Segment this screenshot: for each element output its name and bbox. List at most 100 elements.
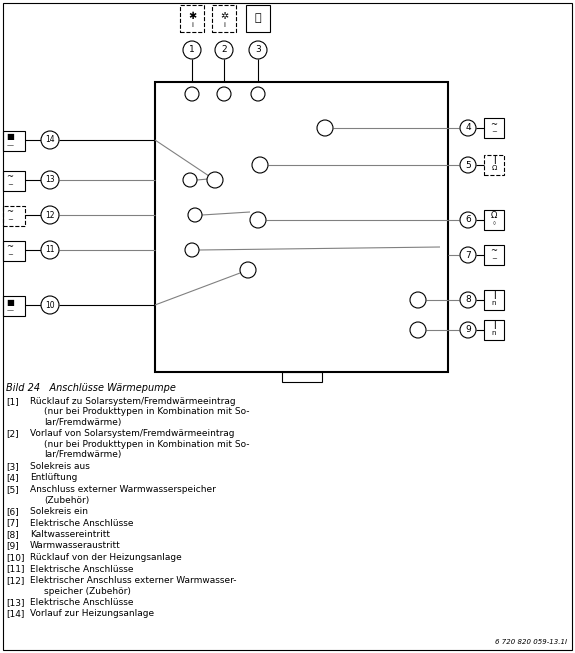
Text: ~: ~ [490, 246, 497, 255]
Bar [212, 5, 236, 32]
Circle shape [183, 41, 201, 59]
Bar [3, 296, 25, 316]
Text: [10]: [10] [6, 553, 25, 562]
Text: (nur bei Produkttypen in Kombination mit So-: (nur bei Produkttypen in Kombination mit… [44, 440, 250, 449]
Text: (nur bei Produkttypen in Kombination mit So-: (nur bei Produkttypen in Kombination mit… [44, 407, 250, 417]
Text: Ω: Ω [491, 165, 497, 171]
Text: Elektrischer Anschluss externer Warmwasser-: Elektrischer Anschluss externer Warmwass… [30, 576, 236, 585]
Text: 10: 10 [45, 300, 55, 310]
Text: 6: 6 [465, 215, 471, 225]
Circle shape [410, 322, 426, 338]
Bar [484, 118, 504, 138]
Bar [484, 290, 504, 310]
Text: lar/Fremdwärme): lar/Fremdwärme) [44, 418, 121, 427]
Text: [7]: [7] [6, 518, 19, 528]
Circle shape [252, 157, 268, 173]
Circle shape [249, 41, 267, 59]
Text: [14]: [14] [6, 609, 24, 618]
Circle shape [460, 322, 476, 338]
Bar [3, 131, 25, 151]
Text: Anschluss externer Warmwasserspeicher: Anschluss externer Warmwasserspeicher [30, 485, 216, 494]
Text: Rücklauf von der Heizungsanlage: Rücklauf von der Heizungsanlage [30, 553, 182, 562]
Circle shape [185, 87, 199, 101]
Text: 13: 13 [45, 176, 55, 185]
Text: [12]: [12] [6, 576, 24, 585]
Bar [246, 5, 270, 32]
Text: 6 720 820 059-13.1I: 6 720 820 059-13.1I [495, 639, 567, 645]
Circle shape [215, 41, 233, 59]
Text: speicher (Zubehör): speicher (Zubehör) [44, 586, 131, 596]
Text: Entlüftung: Entlüftung [30, 473, 78, 483]
Circle shape [460, 157, 476, 173]
Text: [11]: [11] [6, 564, 25, 573]
Text: Elektrische Anschlüsse: Elektrische Anschlüsse [30, 598, 133, 607]
Text: Ω: Ω [491, 212, 497, 221]
Circle shape [317, 120, 333, 136]
Circle shape [251, 87, 265, 101]
Text: n: n [492, 300, 496, 306]
Text: lar/Fremdwärme): lar/Fremdwärme) [44, 451, 121, 460]
Text: Rücklauf zu Solarsystem/Fremdwärmeeintrag: Rücklauf zu Solarsystem/Fremdwärmeeintra… [30, 397, 236, 406]
Text: ✱: ✱ [188, 11, 196, 21]
Text: i: i [191, 22, 193, 28]
Circle shape [183, 173, 197, 187]
Text: [5]: [5] [6, 485, 19, 494]
Text: [9]: [9] [6, 541, 19, 550]
Text: Vorlauf zur Heizungsanlage: Vorlauf zur Heizungsanlage [30, 609, 154, 618]
Text: (Zubehör): (Zubehör) [44, 496, 89, 505]
Text: Kaltwassereintritt: Kaltwassereintritt [30, 530, 110, 539]
Text: l: l [493, 291, 496, 301]
Text: ~: ~ [7, 217, 13, 223]
Text: ■: ■ [6, 133, 14, 142]
Text: ~: ~ [6, 172, 13, 182]
Bar [180, 5, 204, 32]
Text: 1: 1 [189, 46, 195, 54]
Text: [4]: [4] [6, 473, 18, 483]
Text: [8]: [8] [6, 530, 19, 539]
Text: 8: 8 [465, 296, 471, 304]
Text: 5: 5 [465, 161, 471, 170]
Bar [484, 155, 504, 175]
Text: ~: ~ [6, 208, 13, 217]
Circle shape [250, 212, 266, 228]
Text: ~: ~ [490, 121, 497, 129]
Text: ~: ~ [7, 252, 13, 258]
Circle shape [41, 131, 59, 149]
Circle shape [185, 243, 199, 257]
Text: [2]: [2] [6, 430, 18, 439]
Circle shape [460, 247, 476, 263]
Text: ⚿: ⚿ [255, 14, 261, 24]
Text: ◦: ◦ [492, 219, 496, 229]
Circle shape [188, 208, 202, 222]
Text: [3]: [3] [6, 462, 19, 471]
Text: 11: 11 [45, 246, 55, 255]
Text: Vorlauf von Solarsystem/Fremdwärmeeintrag: Vorlauf von Solarsystem/Fremdwärmeeintra… [30, 430, 235, 439]
Circle shape [41, 206, 59, 224]
Text: Elektrische Anschlüsse: Elektrische Anschlüsse [30, 518, 133, 528]
Text: i: i [223, 22, 225, 28]
Text: 12: 12 [45, 210, 55, 219]
Text: [13]: [13] [6, 598, 25, 607]
Bar [484, 210, 504, 230]
Text: l: l [493, 321, 496, 331]
Circle shape [410, 292, 426, 308]
Circle shape [41, 171, 59, 189]
Text: l: l [493, 156, 496, 166]
Bar [3, 171, 25, 191]
Text: Elektrische Anschlüsse: Elektrische Anschlüsse [30, 564, 133, 573]
Circle shape [460, 120, 476, 136]
Text: ~: ~ [7, 182, 13, 188]
Text: Solekreis aus: Solekreis aus [30, 462, 90, 471]
Text: 9: 9 [465, 325, 471, 334]
Circle shape [41, 296, 59, 314]
Text: n: n [492, 330, 496, 336]
Text: ■: ■ [6, 298, 14, 306]
Text: 14: 14 [45, 136, 55, 144]
Bar [155, 82, 448, 372]
Bar [484, 245, 504, 265]
Bar [3, 241, 25, 261]
Text: ✲: ✲ [220, 11, 228, 21]
Text: Bild 24   Anschlüsse Wärmepumpe: Bild 24 Anschlüsse Wärmepumpe [6, 383, 176, 393]
Circle shape [217, 87, 231, 101]
Text: ~: ~ [6, 242, 13, 251]
